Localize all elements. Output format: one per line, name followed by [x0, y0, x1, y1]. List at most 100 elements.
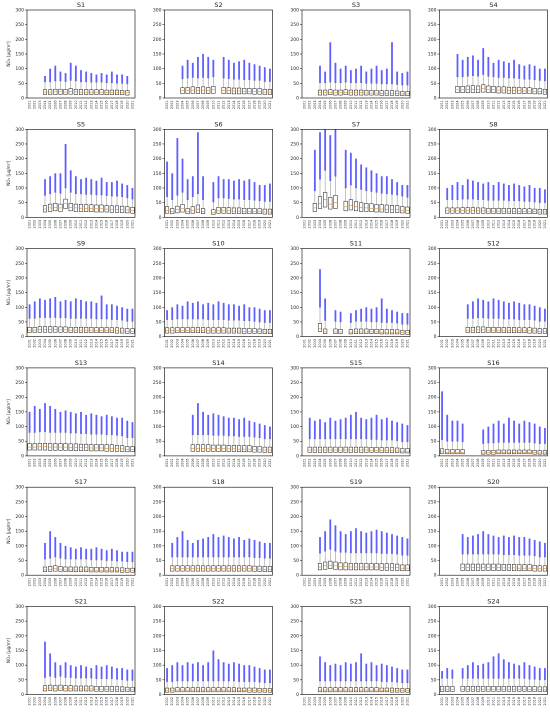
x-tick-label: 2003 [450, 697, 454, 706]
x-tick-label: 2011 [217, 220, 221, 229]
x-tick-label: 2006 [328, 578, 332, 587]
y-axis-label: NO₂ [µg/m³] [6, 41, 11, 67]
y-tick-label: 0 [159, 334, 162, 340]
y-tick-label: 50 [293, 200, 299, 206]
x-tick-label: 2008 [339, 101, 343, 110]
box [68, 566, 73, 572]
x-tick-label: 2012 [497, 101, 501, 110]
x-tick-label: 2010 [486, 339, 490, 348]
x-tick-label: 2005 [48, 339, 52, 348]
y-tick-label: 150 [290, 529, 299, 535]
x-tick-label: 2014 [507, 339, 511, 348]
x-tick-label: 2001 [440, 220, 444, 229]
y-tick-label: 50 [18, 439, 24, 445]
x-tick-label: 2012 [222, 101, 226, 110]
x-tick-label: 2014 [369, 339, 373, 348]
box [532, 686, 537, 692]
x-tick-label: 2018 [390, 578, 394, 587]
x-tick-label: 2009 [344, 339, 348, 348]
x-tick-label: 2019 [120, 339, 124, 348]
y-tick-label: 150 [15, 409, 24, 415]
x-tick-label: 2017 [110, 220, 114, 229]
x-tick-label: 2019 [395, 458, 399, 467]
x-tick-label: 2016 [380, 458, 384, 467]
x-tick-label: 2016 [242, 101, 246, 110]
x-tick-label: 2007 [471, 339, 475, 348]
y-tick-label: 250 [428, 261, 437, 267]
x-tick-label: 2004 [456, 339, 460, 348]
panel: S8 0 50 100 150 200 250 300 2001 2002 2003 2004 2005… [428, 120, 548, 228]
x-tick-label: 2018 [115, 697, 119, 706]
x-tick-label: 2008 [201, 101, 205, 110]
y-axis-label: NO₂ [µg/m³] [6, 638, 11, 664]
x-tick-label: 2001 [440, 101, 444, 110]
x-tick-label: 2005 [186, 578, 190, 587]
x-tick-label: 2005 [461, 578, 465, 587]
x-tick-label: 2020 [263, 339, 267, 348]
x-tick-label: 2009 [481, 578, 485, 587]
x-tick-label: 2014 [369, 697, 373, 706]
x-tick-label: 2007 [58, 220, 62, 229]
x-tick-label: 2014 [507, 578, 511, 587]
x-tick-label: 2006 [328, 697, 332, 706]
x-tick-label: 2009 [344, 458, 348, 467]
y-tick-label: 300 [153, 485, 162, 491]
x-tick-label: 2010 [349, 697, 353, 706]
y-tick-label: 300 [290, 365, 299, 371]
box [470, 686, 475, 692]
x-tick-label: 2020 [125, 697, 129, 706]
x-tick-label: 2003 [450, 101, 454, 110]
x-tick-label: 2014 [232, 697, 236, 706]
x-tick-label: 2012 [359, 339, 363, 348]
panel-title: S18 [212, 478, 224, 486]
x-tick-label: 2018 [528, 458, 532, 467]
x-tick-label: 2003 [313, 220, 317, 229]
x-tick-label: 2018 [528, 578, 532, 587]
y-tick-label: 100 [153, 424, 162, 430]
x-tick-label: 2009 [206, 339, 210, 348]
x-tick-label: 2004 [318, 101, 322, 110]
box [379, 447, 384, 453]
x-tick-label: 2017 [247, 339, 251, 348]
x-tick-label: 2001 [440, 578, 444, 587]
y-tick-label: 250 [290, 380, 299, 386]
x-tick-label: 2001 [28, 101, 32, 110]
x-tick-label: 2007 [196, 220, 200, 229]
x-tick-label: 2015 [512, 101, 516, 110]
x-tick-label: 2017 [522, 339, 526, 348]
x-tick-label: 2021 [130, 220, 134, 229]
box [460, 449, 465, 455]
y-tick-label: 250 [290, 619, 299, 625]
x-tick-label: 2007 [58, 697, 62, 706]
x-tick-label: 2005 [323, 220, 327, 229]
x-tick-label: 2018 [390, 339, 394, 348]
x-tick-label: 2012 [84, 339, 88, 348]
x-tick-label: 2002 [445, 578, 449, 587]
box [542, 686, 547, 692]
x-tick-label: 2015 [100, 697, 104, 706]
x-tick-label: 2004 [181, 458, 185, 467]
x-tick-label: 2010 [486, 578, 490, 587]
y-tick-label: 250 [153, 380, 162, 386]
y-tick-label: 0 [21, 215, 24, 221]
x-tick-label: 2011 [492, 339, 496, 348]
x-tick-label: 2003 [450, 578, 454, 587]
box [384, 687, 389, 693]
x-tick-label: 2011 [79, 578, 83, 587]
x-tick-label: 2010 [211, 697, 215, 706]
box [125, 567, 130, 573]
x-tick-label: 2015 [100, 101, 104, 110]
x-tick-label: 2018 [253, 339, 257, 348]
y-tick-label: 100 [290, 663, 299, 669]
y-tick-label: 0 [434, 692, 437, 698]
x-tick-label: 2017 [110, 458, 114, 467]
x-tick-label: 2013 [89, 458, 93, 467]
y-tick-label: 50 [293, 81, 299, 87]
x-tick-label: 2018 [528, 339, 532, 348]
x-tick-label: 2013 [364, 220, 368, 229]
x-tick-label: 2015 [237, 458, 241, 467]
box [343, 200, 348, 212]
x-tick-label: 2013 [364, 458, 368, 467]
